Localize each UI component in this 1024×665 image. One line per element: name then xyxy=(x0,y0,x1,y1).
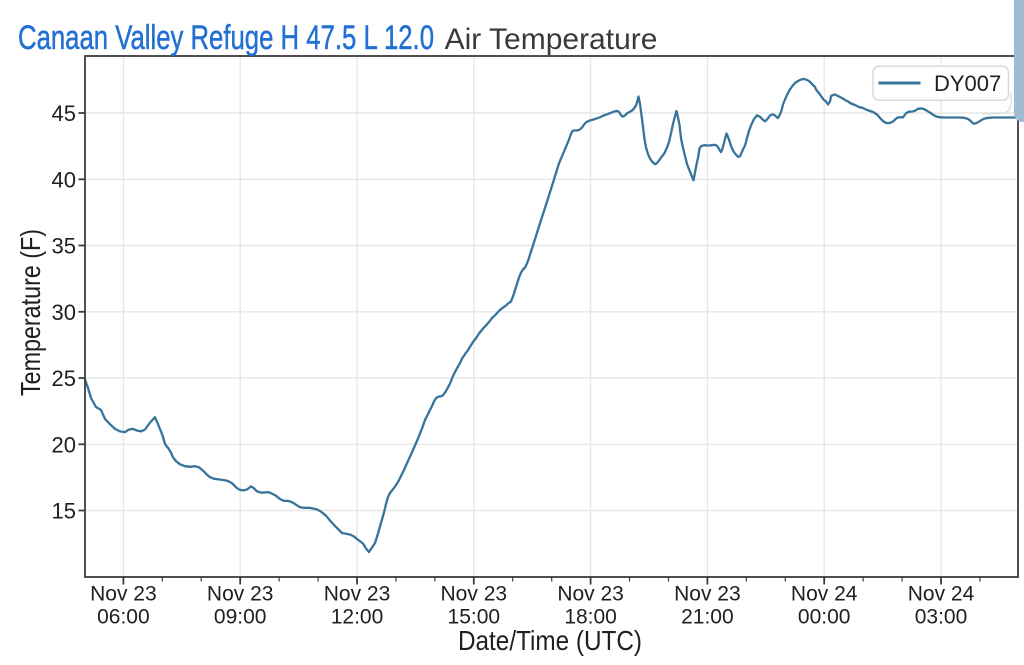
svg-text:Nov 24: Nov 24 xyxy=(791,583,858,606)
svg-text:20: 20 xyxy=(52,432,76,457)
svg-text:Nov 23: Nov 23 xyxy=(557,583,624,606)
svg-text:00:00: 00:00 xyxy=(798,606,851,629)
svg-text:25: 25 xyxy=(52,366,76,391)
svg-text:35: 35 xyxy=(52,234,76,259)
svg-text:15: 15 xyxy=(52,499,76,524)
svg-text:Nov 23: Nov 23 xyxy=(441,583,508,606)
svg-text:09:00: 09:00 xyxy=(214,606,267,629)
svg-text:DY007: DY007 xyxy=(934,71,1001,96)
svg-text:40: 40 xyxy=(52,167,76,192)
svg-text:Nov 23: Nov 23 xyxy=(324,583,391,606)
svg-text:21:00: 21:00 xyxy=(681,606,734,629)
svg-text:Nov 23: Nov 23 xyxy=(674,583,741,606)
svg-text:Temperature (F): Temperature (F) xyxy=(15,229,46,396)
svg-text:Canaan Valley Refuge H 47.5 L: Canaan Valley Refuge H 47.5 L 12.0 xyxy=(18,19,434,57)
svg-text:15:00: 15:00 xyxy=(448,606,501,629)
svg-text:30: 30 xyxy=(52,300,76,325)
svg-text:Nov 24: Nov 24 xyxy=(908,583,975,606)
svg-text:03:00: 03:00 xyxy=(915,606,968,629)
svg-text:Date/Time (UTC): Date/Time (UTC) xyxy=(458,625,642,656)
svg-text:Air Temperature: Air Temperature xyxy=(445,23,658,56)
svg-text:12:00: 12:00 xyxy=(331,606,384,629)
svg-text:18:00: 18:00 xyxy=(564,606,617,629)
svg-text:Nov 23: Nov 23 xyxy=(207,583,274,606)
svg-text:Nov 23: Nov 23 xyxy=(90,583,157,606)
svg-text:06:00: 06:00 xyxy=(97,606,150,629)
svg-text:45: 45 xyxy=(52,101,76,126)
